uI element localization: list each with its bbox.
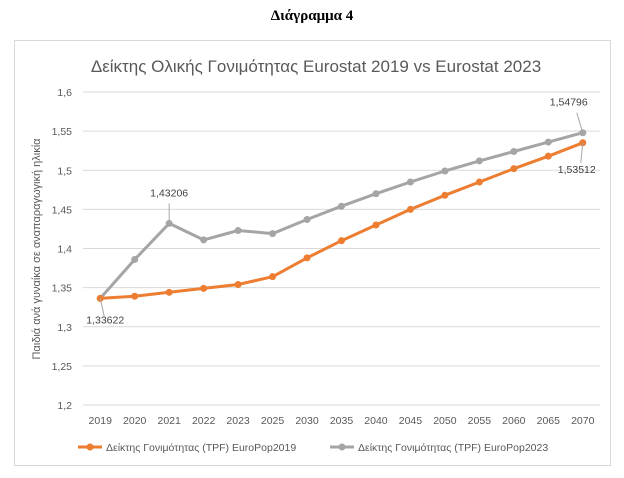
data-label-leader <box>576 112 584 133</box>
data-point <box>544 138 552 146</box>
x-tick-label: 2020 <box>123 415 147 427</box>
y-tick-label: 1,4 <box>57 244 72 256</box>
x-tick-label: 2035 <box>330 415 354 427</box>
legend-label: Δείκτης Γονιμότητας (TPF) EuroPop2019 <box>106 442 296 454</box>
data-label-leader <box>580 142 584 163</box>
gridlines <box>83 91 600 406</box>
data-point <box>269 273 277 281</box>
y-axis-ticks: 1,2 1,25 1,3 1,35 1,4 1,45 1,5 1,55 1,6 <box>52 87 73 412</box>
data-point <box>441 167 449 175</box>
x-tick-label: 2019 <box>89 415 113 427</box>
x-tick-label: 2045 <box>399 415 423 427</box>
data-point <box>234 280 242 288</box>
data-point <box>475 178 483 186</box>
data-point <box>406 205 414 213</box>
x-tick-label: 2025 <box>261 415 285 427</box>
data-label: 1,33622 <box>86 314 124 326</box>
data-label: 1,54796 <box>550 97 588 109</box>
data-label-leader <box>99 298 105 317</box>
chart-title: Δείκτης Ολικής Γονιμότητας Eurostat 2019… <box>91 57 541 76</box>
y-tick-label: 1,2 <box>57 400 72 412</box>
x-tick-label: 2050 <box>433 415 457 427</box>
data-point <box>372 221 380 229</box>
x-tick-label: 2023 <box>226 415 250 427</box>
data-point <box>131 292 139 300</box>
y-axis-label: Παιδιά ανά γυναίκα σε αναπαραγωγική ηλικ… <box>31 138 43 360</box>
y-tick-label: 1,45 <box>52 204 73 216</box>
legend-swatch-marker <box>338 443 346 451</box>
data-point <box>338 237 345 245</box>
x-tick-label: 2065 <box>537 415 561 427</box>
series-line <box>100 141 584 300</box>
x-tick-label: 2030 <box>295 415 319 427</box>
data-point <box>234 227 242 235</box>
y-tick-label: 1,3 <box>57 322 72 334</box>
x-tick-label: 2022 <box>192 415 216 427</box>
y-tick-label: 1,35 <box>52 283 73 295</box>
data-point <box>200 284 208 292</box>
data-label: 1,43206 <box>150 187 188 199</box>
data-point <box>303 216 311 224</box>
y-tick-label: 1,55 <box>52 126 73 138</box>
y-tick-label: 1,25 <box>52 361 73 373</box>
series-1 <box>96 139 587 302</box>
chart-frame <box>14 40 611 466</box>
data-point <box>269 230 277 238</box>
figure-caption: Διάγραμμα 4 <box>270 8 354 24</box>
data-point <box>510 147 518 155</box>
x-tick-label: 2040 <box>364 415 388 427</box>
data-point <box>200 236 208 244</box>
x-tick-label: 2070 <box>571 415 595 427</box>
series-layer <box>96 129 587 302</box>
data-point <box>441 191 449 199</box>
legend-item-1: Δείκτης Γονιμότητας (TPF) EuroPop2019 <box>78 442 296 454</box>
series-line <box>99 131 584 300</box>
data-point <box>544 152 552 160</box>
data-point <box>165 288 173 296</box>
data-point <box>372 190 380 198</box>
data-labels: 1,33622 1,43206 1,54796 1,53512 <box>86 97 596 327</box>
data-point <box>475 157 483 165</box>
legend-swatch-marker <box>86 443 94 451</box>
data-point <box>510 165 518 173</box>
legend: Δείκτης Γονιμότητας (TPF) EuroPop2019 Δεί… <box>78 442 548 454</box>
data-point <box>338 202 345 210</box>
x-axis-ticks: 2019 2020 2021 2022 2023 2025 2030 2035 2040 2045… <box>89 415 595 427</box>
data-point <box>406 178 414 186</box>
data-label: 1,53512 <box>558 164 596 176</box>
x-tick-label: 2021 <box>157 415 181 427</box>
legend-item-2: Δείκτης Γονιμότητας (TPF) EuroPop2023 <box>330 442 548 454</box>
y-tick-label: 1,5 <box>57 165 72 177</box>
x-tick-label: 2060 <box>502 415 526 427</box>
series-2 <box>96 129 587 302</box>
y-tick-label: 1,6 <box>57 87 72 99</box>
legend-label: Δείκτης Γονιμότητας (TPF) EuroPop2023 <box>358 442 548 454</box>
data-point <box>303 254 311 262</box>
data-point <box>131 255 139 263</box>
x-tick-label: 2055 <box>468 415 492 427</box>
